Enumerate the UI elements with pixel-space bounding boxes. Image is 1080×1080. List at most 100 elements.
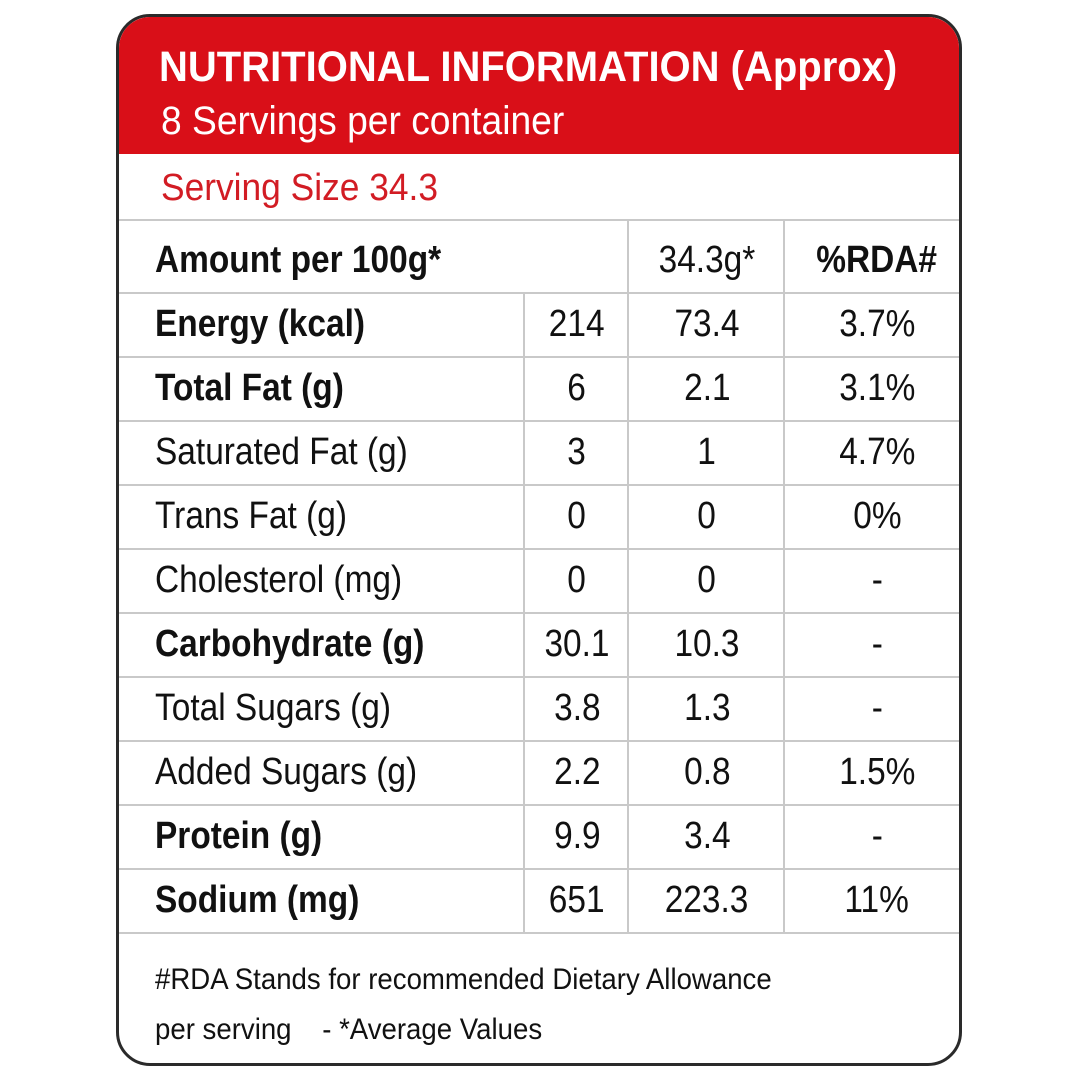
table-divider [119,292,959,294]
row-value-per-100g-text: 0 [567,495,587,537]
row-value-per-serving-text: 3.4 [683,815,731,857]
row-value-per-100g: 6 [525,357,629,420]
table-divider [627,219,629,933]
row-label-text: Cholesterol (mg) [155,559,403,601]
row-label: Protein (g) [155,805,345,868]
footnote-line-2: per serving - *Average Values [155,1013,543,1046]
row-value-rda: 0% [785,485,959,548]
row-value-rda: 11% [785,869,959,932]
row-label: Total Fat (g) [155,357,370,420]
row-label: Energy (kcal) [155,293,394,356]
table-divider [119,356,959,358]
row-value-per-serving: 0 [629,549,785,612]
row-value-per-100g-text: 214 [549,303,605,345]
row-label: Saturated Fat (g) [155,421,442,484]
row-value-per-serving-text: 223.3 [665,879,749,921]
row-value-per-serving-text: 10.3 [674,623,740,665]
row-label: Cholesterol (mg) [155,549,436,612]
row-value-rda: 1.5% [785,741,959,804]
row-value-per-serving-text: 1.3 [683,687,731,729]
row-value-rda: - [785,549,959,612]
column-header-serving: 34.3g* [629,229,785,292]
row-value-per-serving: 0.8 [629,741,785,804]
nutrition-title: NUTRITIONAL INFORMATION (Approx) [159,43,898,91]
servings-per-container: 8 Servings per container [161,99,565,143]
row-label: Sodium (mg) [155,869,387,932]
row-value-per-100g: 0 [525,549,629,612]
row-value-per-serving: 0 [629,485,785,548]
column-header-rda-text: %RDA# [816,239,938,281]
row-label-text: Added Sugars (g) [155,751,418,793]
row-value-per-serving: 1 [629,421,785,484]
column-header-serving-text: 34.3g* [658,239,756,281]
row-value-per-serving-text: 0 [697,559,717,601]
row-value-per-100g: 2.2 [525,741,629,804]
footnote: #RDA Stands for recommended Dietary Allo… [155,955,772,1055]
row-label-text: Carbohydrate (g) [155,623,425,665]
table-divider [119,219,959,221]
row-value-rda-text: 1.5% [838,751,916,793]
row-value-per-100g: 651 [525,869,629,932]
row-value-rda: 3.1% [785,357,959,420]
table-divider [119,868,959,870]
row-value-rda-text: - [871,559,883,601]
table-divider [119,420,959,422]
row-value-per-serving: 2.1 [629,357,785,420]
row-value-rda: 4.7% [785,421,959,484]
table-divider [119,740,959,742]
row-value-per-serving-text: 73.4 [674,303,740,345]
row-value-per-100g-text: 30.1 [544,623,610,665]
row-value-rda-text: 3.7% [838,303,916,345]
row-label: Carbohydrate (g) [155,613,461,676]
footnote-line-1: #RDA Stands for recommended Dietary Allo… [155,963,772,996]
row-value-per-100g-text: 0 [567,559,587,601]
table-divider [119,932,959,934]
row-value-per-serving-text: 0.8 [683,751,731,793]
row-value-per-100g: 0 [525,485,629,548]
row-value-per-serving: 3.4 [629,805,785,868]
row-value-per-serving: 1.3 [629,677,785,740]
row-value-per-100g: 3.8 [525,677,629,740]
table-divider [783,219,785,933]
column-header-amount: Amount per 100g* [155,229,480,292]
row-value-rda: - [785,805,959,868]
row-label-text: Trans Fat (g) [155,495,348,537]
row-value-per-100g: 214 [525,293,629,356]
row-value-per-100g-text: 651 [549,879,605,921]
row-label-text: Sodium (mg) [155,879,360,921]
row-label-text: Protein (g) [155,815,323,857]
nutrition-label: NUTRITIONAL INFORMATION (Approx) 8 Servi… [116,14,962,1066]
row-value-per-100g: 3 [525,421,629,484]
column-header-rda: %RDA# [785,229,959,292]
table-divider [119,612,959,614]
row-value-per-serving-text: 2.1 [683,367,731,409]
table-divider [523,293,525,933]
serving-size: Serving Size 34.3 [161,167,438,209]
row-value-rda: 3.7% [785,293,959,356]
row-value-per-100g-text: 9.9 [553,815,601,857]
row-value-per-serving: 223.3 [629,869,785,932]
row-value-per-100g-text: 3.8 [553,687,601,729]
row-value-per-100g: 30.1 [525,613,629,676]
row-label-text: Total Fat (g) [155,367,344,409]
nutrition-header: NUTRITIONAL INFORMATION (Approx) 8 Servi… [119,17,959,154]
table-divider [119,548,959,550]
row-label-text: Total Sugars (g) [155,687,392,729]
row-label-text: Energy (kcal) [155,303,366,345]
row-value-per-serving-text: 1 [697,431,717,473]
row-value-rda-text: - [871,623,883,665]
row-label-text: Saturated Fat (g) [155,431,408,473]
row-value-per-100g-text: 2.2 [553,751,601,793]
row-value-per-100g: 9.9 [525,805,629,868]
row-value-rda-text: 3.1% [838,367,916,409]
row-value-rda-text: - [871,815,883,857]
row-value-rda: - [785,613,959,676]
row-value-per-serving: 73.4 [629,293,785,356]
row-value-per-serving: 10.3 [629,613,785,676]
row-value-rda-text: 4.7% [838,431,916,473]
row-value-rda: - [785,677,959,740]
row-value-rda-text: - [871,687,883,729]
row-value-rda-text: 11% [844,879,910,921]
row-label: Trans Fat (g) [155,485,373,548]
column-header-amount-text: Amount per 100g* [155,239,442,281]
